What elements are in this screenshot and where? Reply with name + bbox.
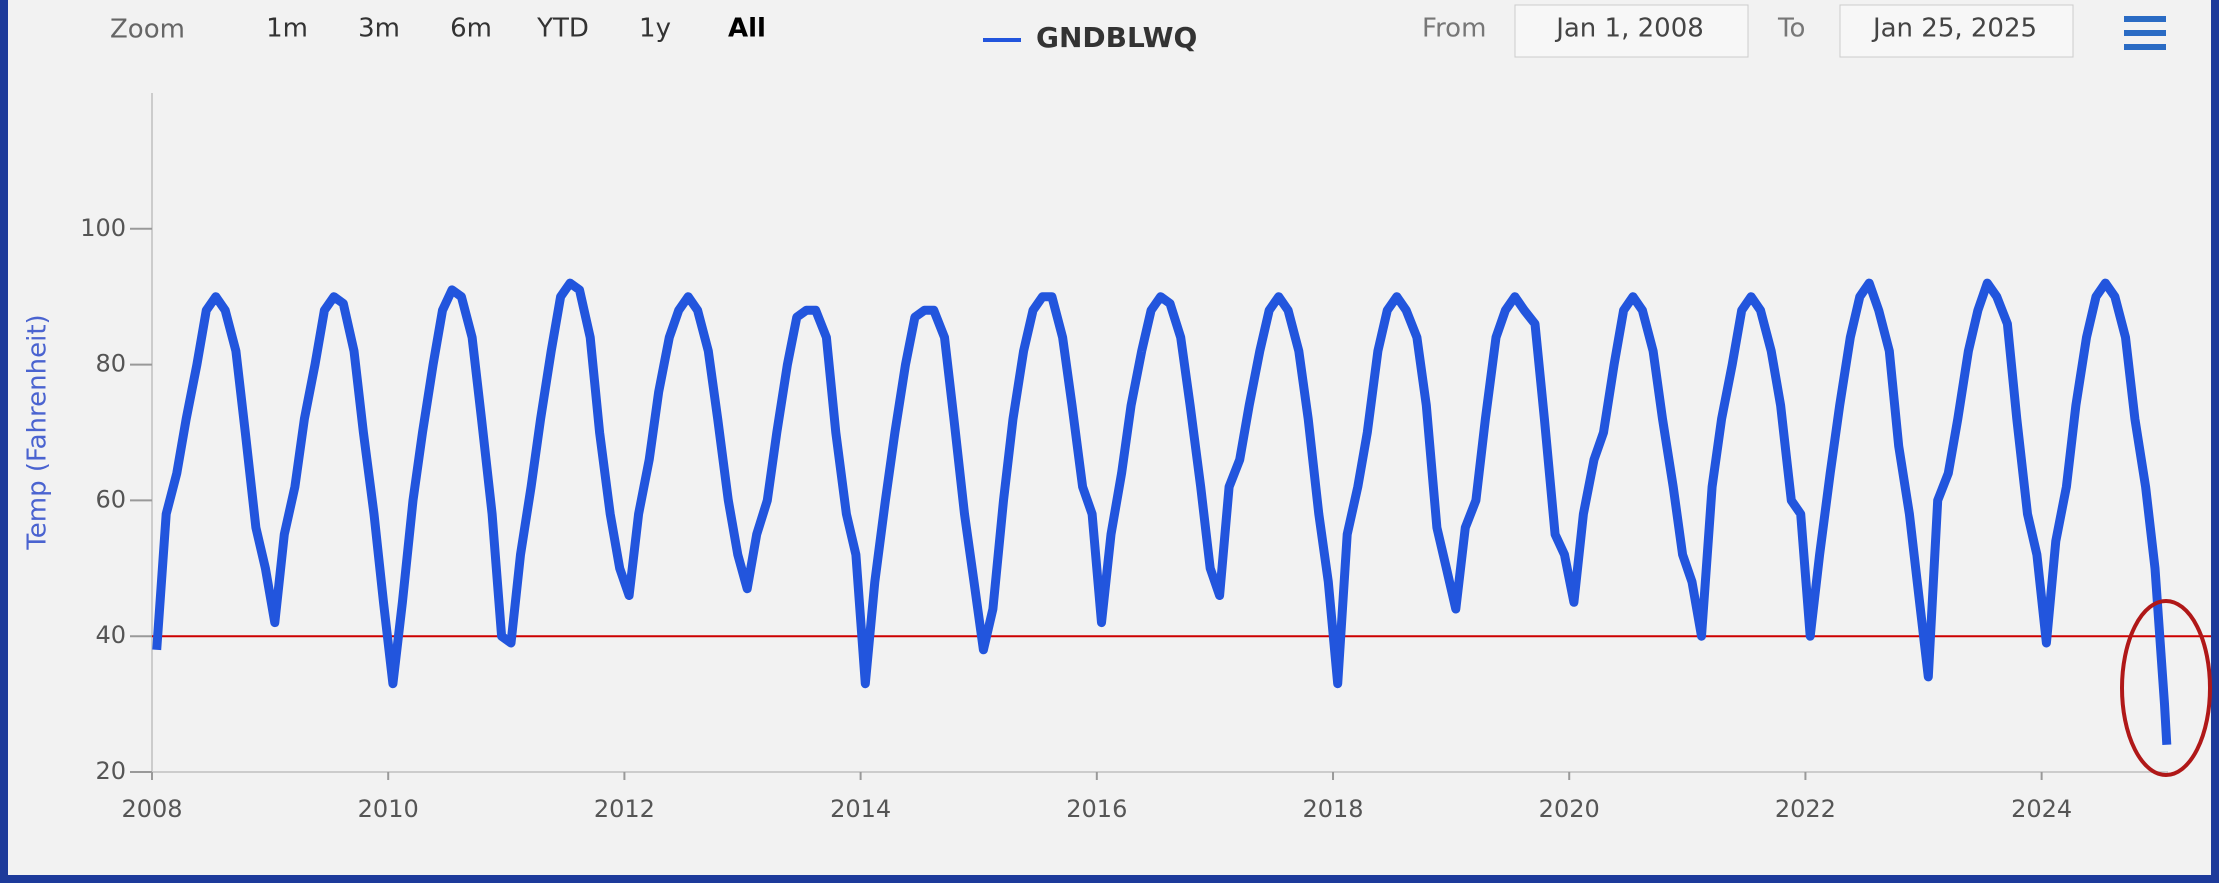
zoom-button[interactable]: 6m: [450, 14, 492, 44]
from-input[interactable]: [1514, 4, 1749, 58]
x-tick-label: 2024: [2011, 795, 2072, 823]
x-tick-label: 2022: [1775, 795, 1836, 823]
zoom-button[interactable]: 1y: [639, 14, 671, 44]
x-tick-label: 2016: [1066, 795, 1127, 823]
y-tick-label: 60: [95, 485, 126, 513]
x-tick-label: 2008: [121, 795, 182, 823]
highlight-circle: [2120, 599, 2212, 777]
y-axis-title: Temp (Fahrenheit): [23, 314, 53, 550]
menu-bar: [2124, 30, 2166, 36]
zoom-button[interactable]: 1m: [266, 14, 308, 44]
zoom-button[interactable]: YTD: [536, 14, 589, 44]
from-label: From: [1422, 14, 1486, 44]
x-tick-label: 2018: [1302, 795, 1363, 823]
y-tick-label: 100: [80, 214, 126, 242]
menu-button[interactable]: [2124, 16, 2166, 50]
y-tick-label: 80: [95, 350, 126, 378]
zoom-button[interactable]: All: [728, 14, 766, 44]
x-tick-label: 2012: [594, 795, 655, 823]
from-date: Jan 1, 2008: [1554, 14, 1704, 44]
y-tick-label: 20: [95, 757, 126, 785]
zoom-button[interactable]: 3m: [358, 14, 400, 44]
zoom-buttons: 1m 3m 6m YTD 1y All: [266, 14, 766, 44]
menu-bar: [2124, 16, 2166, 22]
to-label: To: [1777, 14, 1805, 44]
menu-bar: [2124, 44, 2166, 50]
y-tick-label: 40: [95, 621, 126, 649]
to-date: Jan 25, 2025: [1871, 14, 2037, 44]
x-tick-label: 2014: [830, 795, 891, 823]
x-tick-label: 2010: [358, 795, 419, 823]
to-input[interactable]: [1839, 4, 2074, 58]
x-tick-label: 2020: [1539, 795, 1600, 823]
zoom-label: Zoom: [110, 15, 185, 45]
chart-background: [8, 0, 2211, 875]
data-line: [152, 278, 2172, 746]
legend-label[interactable]: GNDBLWQ: [1036, 21, 1197, 54]
